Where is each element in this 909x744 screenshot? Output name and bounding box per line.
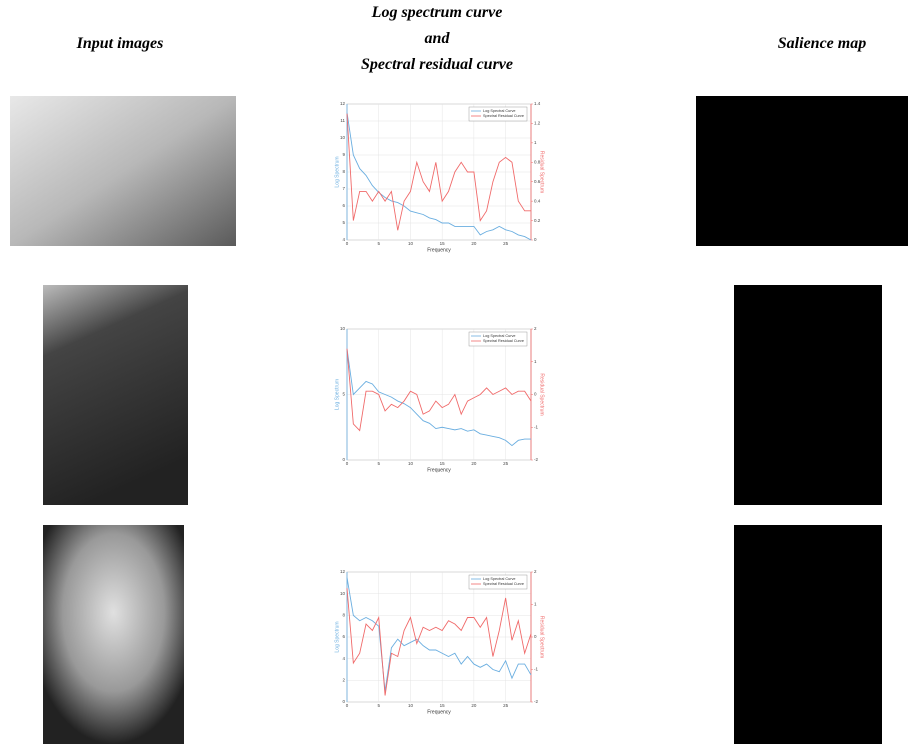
y-tick-label: 4 (342, 656, 345, 661)
y2-tick-label: -1 (534, 424, 538, 429)
column-header: Spectral residual curve (361, 56, 513, 73)
x-tick-label: 15 (440, 461, 446, 466)
y2-tick-label: 0 (534, 237, 537, 242)
column-header: Input images (76, 35, 164, 52)
legend-label: Log Spectral Curve (483, 334, 516, 338)
y-tick-label: 10 (340, 326, 346, 331)
input-image (10, 96, 236, 246)
column-header: Log spectrum curve (371, 4, 503, 21)
x-tick-label: 10 (408, 461, 414, 466)
y2-tick-label: 1 (534, 602, 537, 607)
x-tick-label: 25 (503, 703, 509, 708)
y2-tick-label: -1 (534, 667, 538, 672)
x-tick-label: 20 (471, 241, 477, 246)
x-tick-label: 0 (346, 703, 349, 708)
y2-tick-label: 2 (534, 326, 537, 331)
y2-tick-label: 1 (534, 359, 537, 364)
y-tick-label: 5 (342, 220, 345, 225)
y2-tick-label: 1.4 (534, 101, 541, 106)
y-axis-label: Log Spectrum (334, 621, 340, 652)
y-tick-label: 4 (342, 237, 345, 242)
legend-label: Spectral Residual Curve (483, 114, 524, 118)
legend-label: Spectral Residual Curve (483, 582, 524, 586)
x-tick-label: 0 (346, 241, 349, 246)
y-tick-label: 8 (342, 613, 345, 618)
y2-tick-label: 0 (534, 634, 537, 639)
y2-tick-label: 0.8 (534, 159, 541, 164)
y-axis-label: Log Spectrum (334, 156, 340, 187)
series-line (346, 113, 531, 231)
x-tick-label: 15 (440, 703, 446, 708)
legend-label: Log Spectral Curve (483, 109, 516, 113)
legend-box (468, 574, 528, 590)
salience-image (696, 96, 908, 246)
x-tick-label: 25 (503, 241, 509, 246)
y-tick-label: 10 (340, 135, 346, 140)
legend-label: Spectral Residual Curve (483, 339, 524, 343)
x-tick-label: 20 (471, 703, 477, 708)
x-tick-label: 10 (408, 703, 414, 708)
y-tick-label: 0 (342, 699, 345, 704)
y-tick-label: 8 (342, 169, 345, 174)
y2-tick-label: 0.2 (534, 218, 541, 223)
y-tick-label: 5 (342, 392, 345, 397)
series-line (346, 348, 531, 447)
y-tick-label: 6 (342, 634, 345, 639)
salience-image (734, 285, 882, 505)
x-axis-label: Frequency (427, 247, 451, 253)
y-tick-label: 6 (342, 203, 345, 208)
y-tick-label: 2 (342, 678, 345, 683)
x-tick-label: 5 (377, 703, 380, 708)
x-tick-label: 0 (346, 461, 349, 466)
x-tick-label: 5 (377, 461, 380, 466)
y-tick-label: 10 (340, 591, 346, 596)
y2-axis-label: Residual Spectrum (539, 373, 545, 415)
y-tick-label: 12 (340, 101, 346, 106)
series-line (346, 348, 532, 432)
legend-box (468, 106, 528, 122)
column-header: and (425, 30, 451, 47)
y-tick-label: 0 (342, 457, 345, 462)
input-image (43, 525, 184, 744)
y2-tick-label: 0 (534, 392, 537, 397)
column-header: Salience map (778, 35, 866, 52)
x-axis-label: Frequency (427, 467, 451, 473)
legend-box (468, 331, 528, 347)
x-tick-label: 20 (471, 461, 477, 466)
y-axis-label: Log Spectrum (334, 379, 340, 410)
input-image (43, 285, 188, 505)
y2-axis-label: Residual Spectrum (539, 616, 545, 658)
y2-tick-label: -2 (534, 457, 538, 462)
series-line (346, 577, 532, 692)
y2-tick-label: 0.4 (534, 198, 541, 203)
y-tick-label: 12 (340, 569, 346, 574)
salience-image (734, 525, 882, 744)
x-tick-label: 10 (408, 241, 414, 246)
y2-tick-label: 2 (534, 569, 537, 574)
y2-tick-label: 1 (534, 140, 537, 145)
y2-tick-label: 1.2 (534, 121, 541, 126)
y-tick-label: 11 (340, 118, 345, 123)
y-tick-label: 7 (342, 186, 345, 191)
legend-label: Log Spectral Curve (483, 577, 516, 581)
series-line (346, 588, 532, 696)
y2-tick-label: -2 (534, 699, 538, 704)
series-line (346, 112, 532, 241)
x-tick-label: 25 (503, 461, 509, 466)
x-axis-label: Frequency (427, 709, 451, 715)
x-tick-label: 15 (440, 241, 446, 246)
y2-tick-label: 0.6 (534, 179, 541, 184)
x-tick-label: 5 (377, 241, 380, 246)
y-tick-label: 9 (342, 152, 345, 157)
y2-axis-label: Residual Spectrum (539, 151, 545, 193)
